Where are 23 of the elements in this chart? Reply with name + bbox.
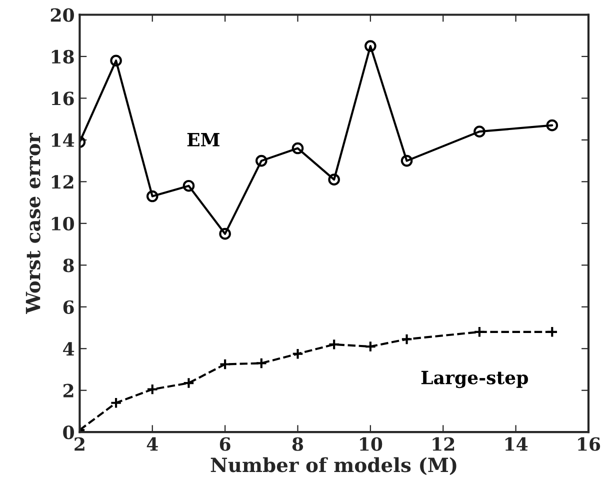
x-tick-label: 4 bbox=[146, 437, 158, 451]
y-tick-label: 4 bbox=[63, 342, 74, 356]
y-tick-label: 2 bbox=[63, 384, 74, 398]
y-tick-label: 20 bbox=[50, 8, 74, 22]
x-tick-label: 8 bbox=[292, 437, 304, 451]
y-tick-label: 14 bbox=[52, 133, 74, 147]
y-tick-label: 16 bbox=[52, 92, 74, 106]
y-tick-label: 12 bbox=[52, 175, 74, 189]
x-tick-label: 16 bbox=[578, 437, 600, 451]
x-tick-label: 10 bbox=[360, 437, 382, 451]
x-tick-label: 12 bbox=[432, 437, 454, 451]
y-axis-title: Worst case error bbox=[26, 132, 40, 314]
y-tick-label: 8 bbox=[63, 258, 74, 272]
y-tick-label: 18 bbox=[52, 50, 74, 64]
series-label: Large-step bbox=[421, 370, 528, 388]
y-tick-label: 0 bbox=[63, 426, 74, 440]
y-tick-label: 6 bbox=[63, 300, 74, 314]
x-tick-label: 6 bbox=[220, 437, 230, 451]
x-tick-label: 2 bbox=[74, 437, 84, 451]
x-axis-title: Number of models (M) bbox=[210, 457, 456, 475]
series-label: EM bbox=[187, 133, 220, 146]
y-tick-label: 10 bbox=[52, 216, 74, 231]
x-tick-label: 14 bbox=[505, 437, 528, 451]
